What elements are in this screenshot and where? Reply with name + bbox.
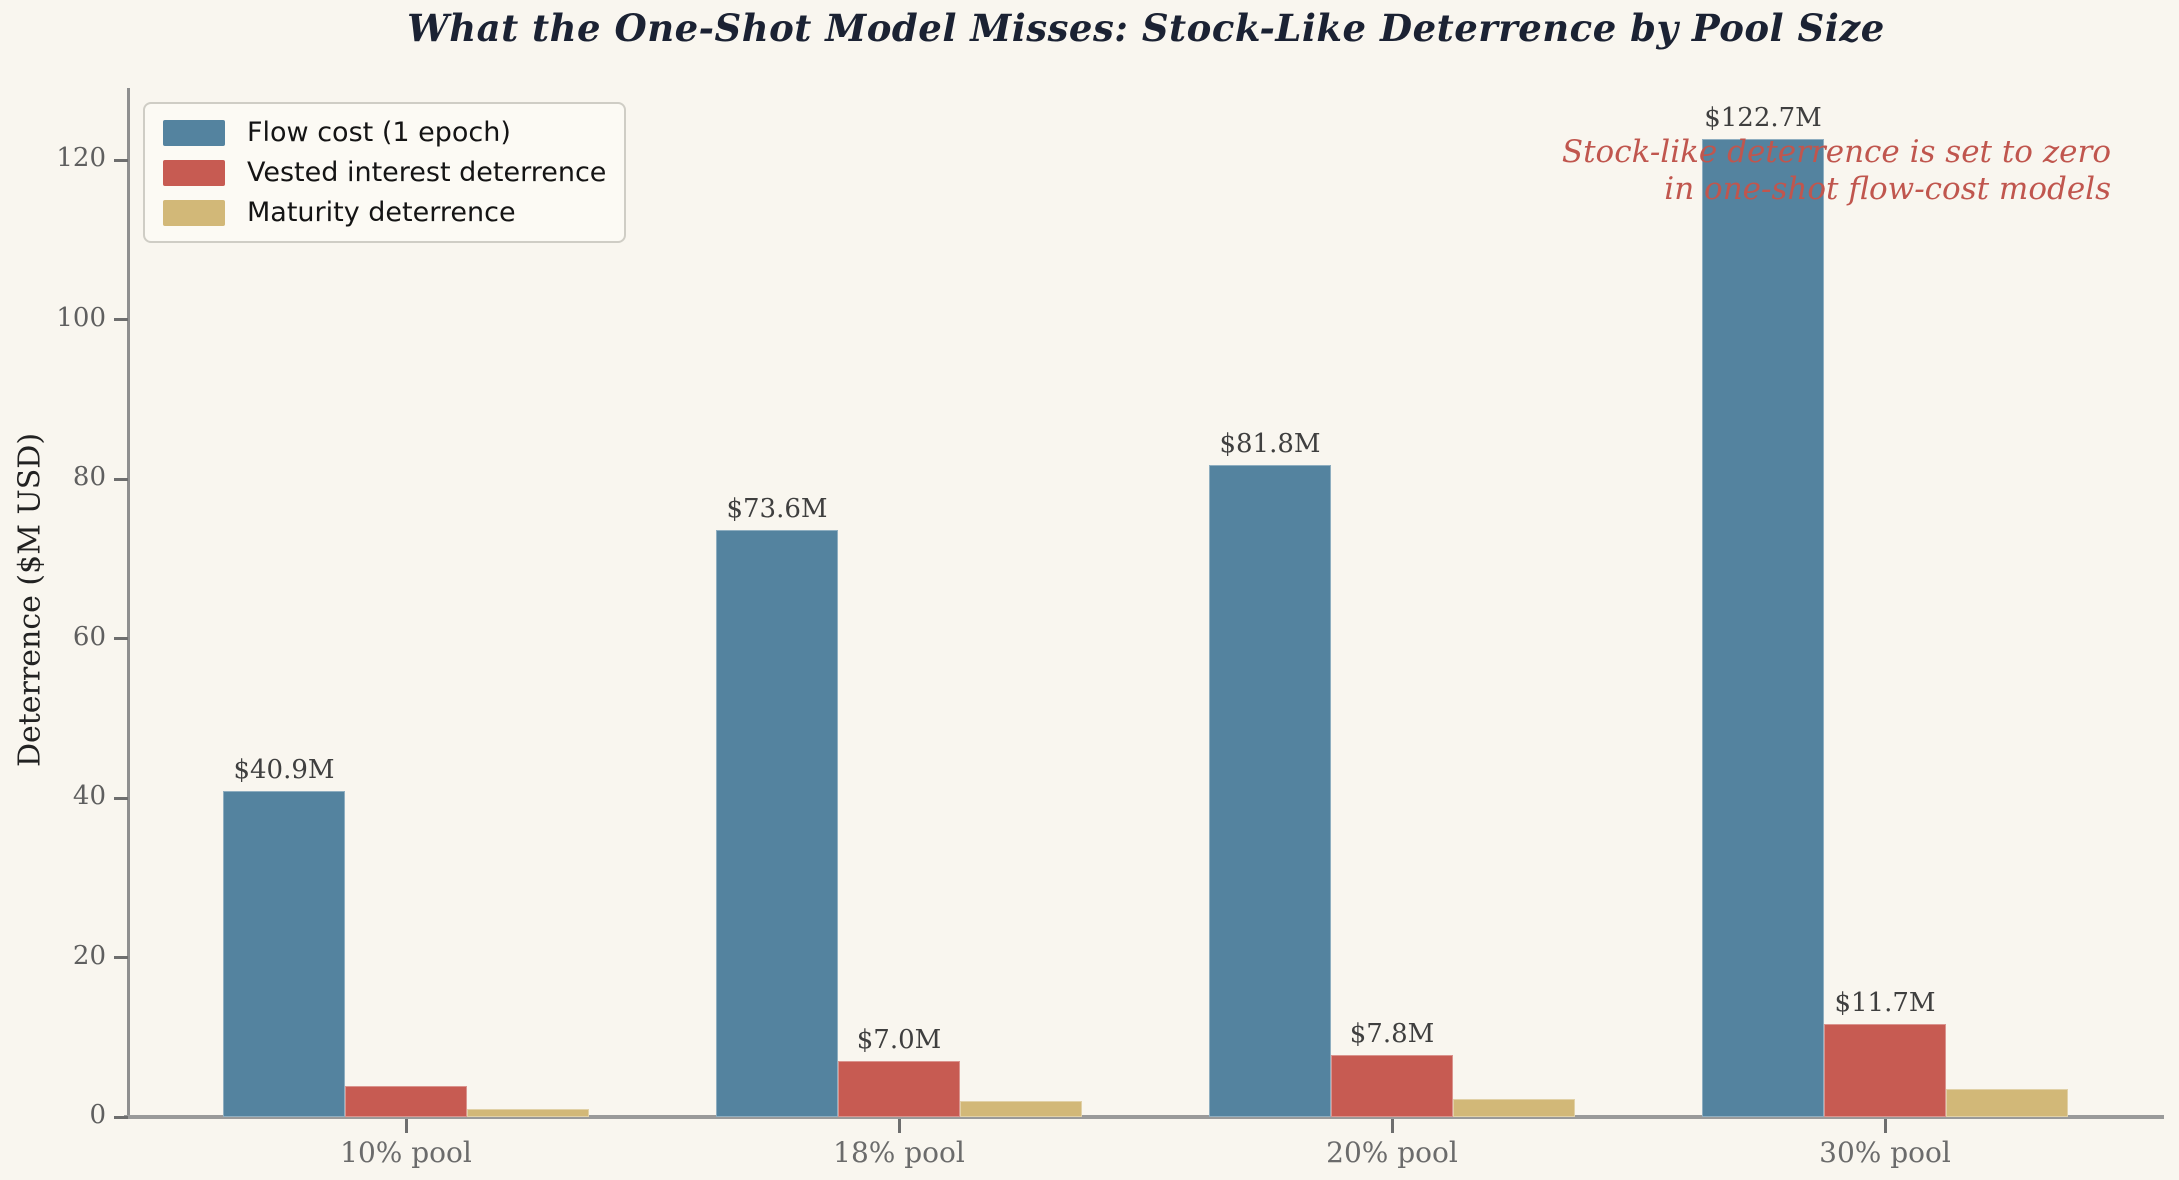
bar-value-label-10-pool-flow-cost-1-epoch: $40.9M	[233, 754, 335, 785]
legend-label-maturity-deterrence: Maturity deterrence	[247, 197, 516, 228]
legend-item-flow-cost-1-epoch: Flow cost (1 epoch)	[163, 117, 606, 148]
bar-value-label-30-pool-vested-interest-deterrence: $11.7M	[1834, 987, 1936, 1018]
bar-value-label-30-pool-flow-cost-1-epoch: $122.7M	[1704, 102, 1822, 133]
legend: Flow cost (1 epoch) Vested interest deter…	[143, 102, 627, 243]
y-tick-label: 80	[72, 462, 106, 493]
bar-flow-cost-1-epoch-18-pool	[716, 530, 838, 1117]
bar-flow-cost-1-epoch-30-pool	[1702, 138, 1824, 1117]
x-tick-label-18-pool: 18% pool	[833, 1136, 965, 1169]
y-tick-mark	[114, 637, 128, 641]
x-tick-mark	[1390, 1119, 1394, 1133]
bar-vested-interest-deterrence-20-pool	[1331, 1054, 1453, 1117]
y-tick-mark	[114, 477, 128, 481]
legend-swatch-vested-interest-deterrence	[163, 159, 225, 186]
chart-title: What the One-Shot Model Misses: Stock-Li…	[407, 6, 1885, 50]
x-tick-label-10-pool: 10% pool	[340, 1136, 472, 1169]
bar-vested-interest-deterrence-30-pool	[1824, 1023, 1946, 1117]
y-tick-label: 120	[56, 143, 106, 174]
y-tick-label: 100	[56, 302, 106, 333]
y-tick-label: 40	[72, 781, 106, 812]
bar-value-label-20-pool-vested-interest-deterrence: $7.8M	[1349, 1018, 1435, 1049]
bar-value-label-18-pool-vested-interest-deterrence: $7.0M	[856, 1025, 942, 1056]
y-tick-mark	[114, 796, 128, 800]
bar-value-label-20-pool-flow-cost-1-epoch: $81.8M	[1219, 428, 1321, 459]
x-tick-mark	[1883, 1119, 1887, 1133]
y-tick-mark	[114, 1115, 128, 1119]
bar-maturity-deterrence-18-pool	[960, 1101, 1082, 1117]
x-axis-spine	[124, 1115, 2164, 1119]
x-tick-mark	[897, 1119, 901, 1133]
x-tick-mark	[404, 1119, 408, 1133]
legend-item-maturity-deterrence: Maturity deterrence	[163, 197, 606, 228]
y-tick-mark	[114, 956, 128, 960]
bar-flow-cost-1-epoch-20-pool	[1209, 464, 1331, 1117]
legend-label-flow-cost-1-epoch: Flow cost (1 epoch)	[247, 117, 511, 148]
legend-label-vested-interest-deterrence: Vested interest deterrence	[247, 157, 607, 188]
y-tick-label: 20	[72, 940, 106, 971]
bar-value-label-18-pool-flow-cost-1-epoch: $73.6M	[726, 494, 828, 525]
bar-maturity-deterrence-30-pool	[1946, 1089, 2068, 1117]
bar-vested-interest-deterrence-10-pool	[345, 1085, 467, 1117]
legend-swatch-flow-cost-1-epoch	[163, 119, 225, 146]
y-axis-spine	[127, 88, 130, 1117]
y-tick-mark	[114, 318, 128, 322]
y-tick-label: 0	[89, 1100, 106, 1130]
bar-vested-interest-deterrence-18-pool	[838, 1061, 960, 1117]
annotation-stock-deterrence: Stock-like deterrence is set to zero in …	[1561, 134, 2111, 208]
legend-item-vested-interest-deterrence: Vested interest deterrence	[163, 157, 606, 188]
bar-maturity-deterrence-10-pool	[467, 1109, 589, 1117]
bar-maturity-deterrence-20-pool	[1453, 1098, 1575, 1117]
y-tick-label: 60	[72, 621, 106, 652]
bar-flow-cost-1-epoch-10-pool	[223, 790, 345, 1117]
y-tick-mark	[114, 158, 128, 162]
x-tick-label-30-pool: 30% pool	[1819, 1136, 1951, 1169]
legend-swatch-maturity-deterrence	[163, 199, 225, 226]
x-tick-label-20-pool: 20% pool	[1326, 1136, 1458, 1169]
